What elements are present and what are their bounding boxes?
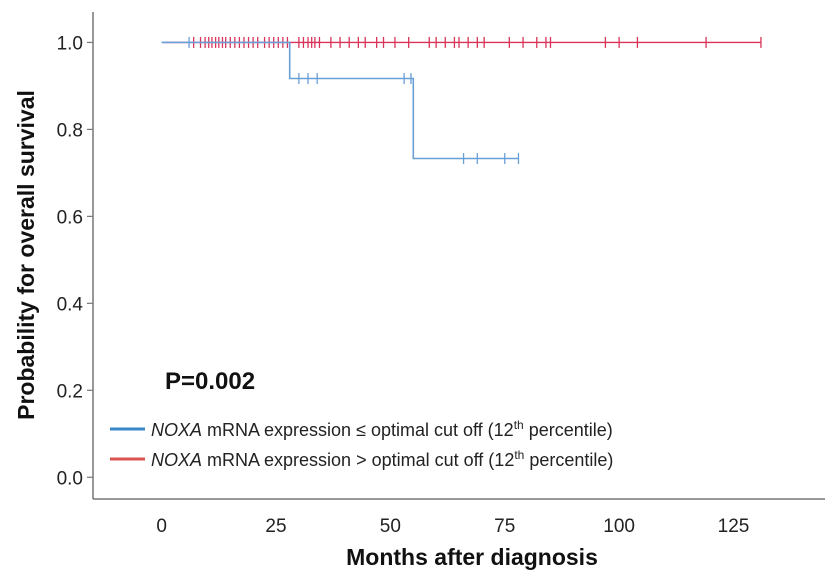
legend-label-low-end: percentile) <box>524 420 613 440</box>
survival-curves <box>161 36 762 165</box>
x-tick-label: 0 <box>156 516 167 537</box>
y-tick-label: 0.4 <box>57 294 84 315</box>
legend: NOXA mRNA expression ≤ optimal cut off (… <box>110 418 613 470</box>
legend-label-low-gene: NOXA <box>151 420 202 440</box>
x-tick-label: 75 <box>494 516 515 537</box>
x-tick-label: 50 <box>380 516 401 537</box>
legend-label-low-text: mRNA expression ≤ optimal cut off (12 <box>202 420 514 440</box>
legend-label-high: NOXA mRNA expression > optimal cut off (… <box>151 448 613 470</box>
series-low-expression <box>161 36 520 165</box>
survival-line-low <box>161 41 519 160</box>
legend-label-high-sup: th <box>514 448 524 462</box>
y-tick-label: 0.2 <box>57 381 83 402</box>
y-tick-label: 0.8 <box>57 120 83 141</box>
x-tick-label: 25 <box>265 516 286 537</box>
y-tick-label: 0.0 <box>57 468 83 489</box>
x-axis-ticks: 0 25 50 75 100 125 <box>156 516 749 537</box>
y-axis-title: Probability for overall survival <box>13 90 39 420</box>
legend-label-high-gene: NOXA <box>151 450 202 470</box>
p-value-annotation: P=0.002 <box>165 368 255 395</box>
legend-label-high-end: percentile) <box>524 450 613 470</box>
y-tick-label: 0.6 <box>57 207 83 228</box>
x-tick-label: 125 <box>718 516 750 537</box>
y-tick-label: 1.0 <box>57 33 83 54</box>
legend-label-low-sup: th <box>514 418 524 432</box>
x-axis-title: Months after diagnosis <box>346 544 598 570</box>
legend-label-low: NOXA mRNA expression ≤ optimal cut off (… <box>151 418 613 440</box>
x-tick-label: 100 <box>603 516 635 537</box>
y-axis-ticks: 0.0 0.2 0.4 0.6 0.8 1.0 <box>57 33 93 489</box>
legend-label-high-text: mRNA expression > optimal cut off (12 <box>202 450 514 470</box>
